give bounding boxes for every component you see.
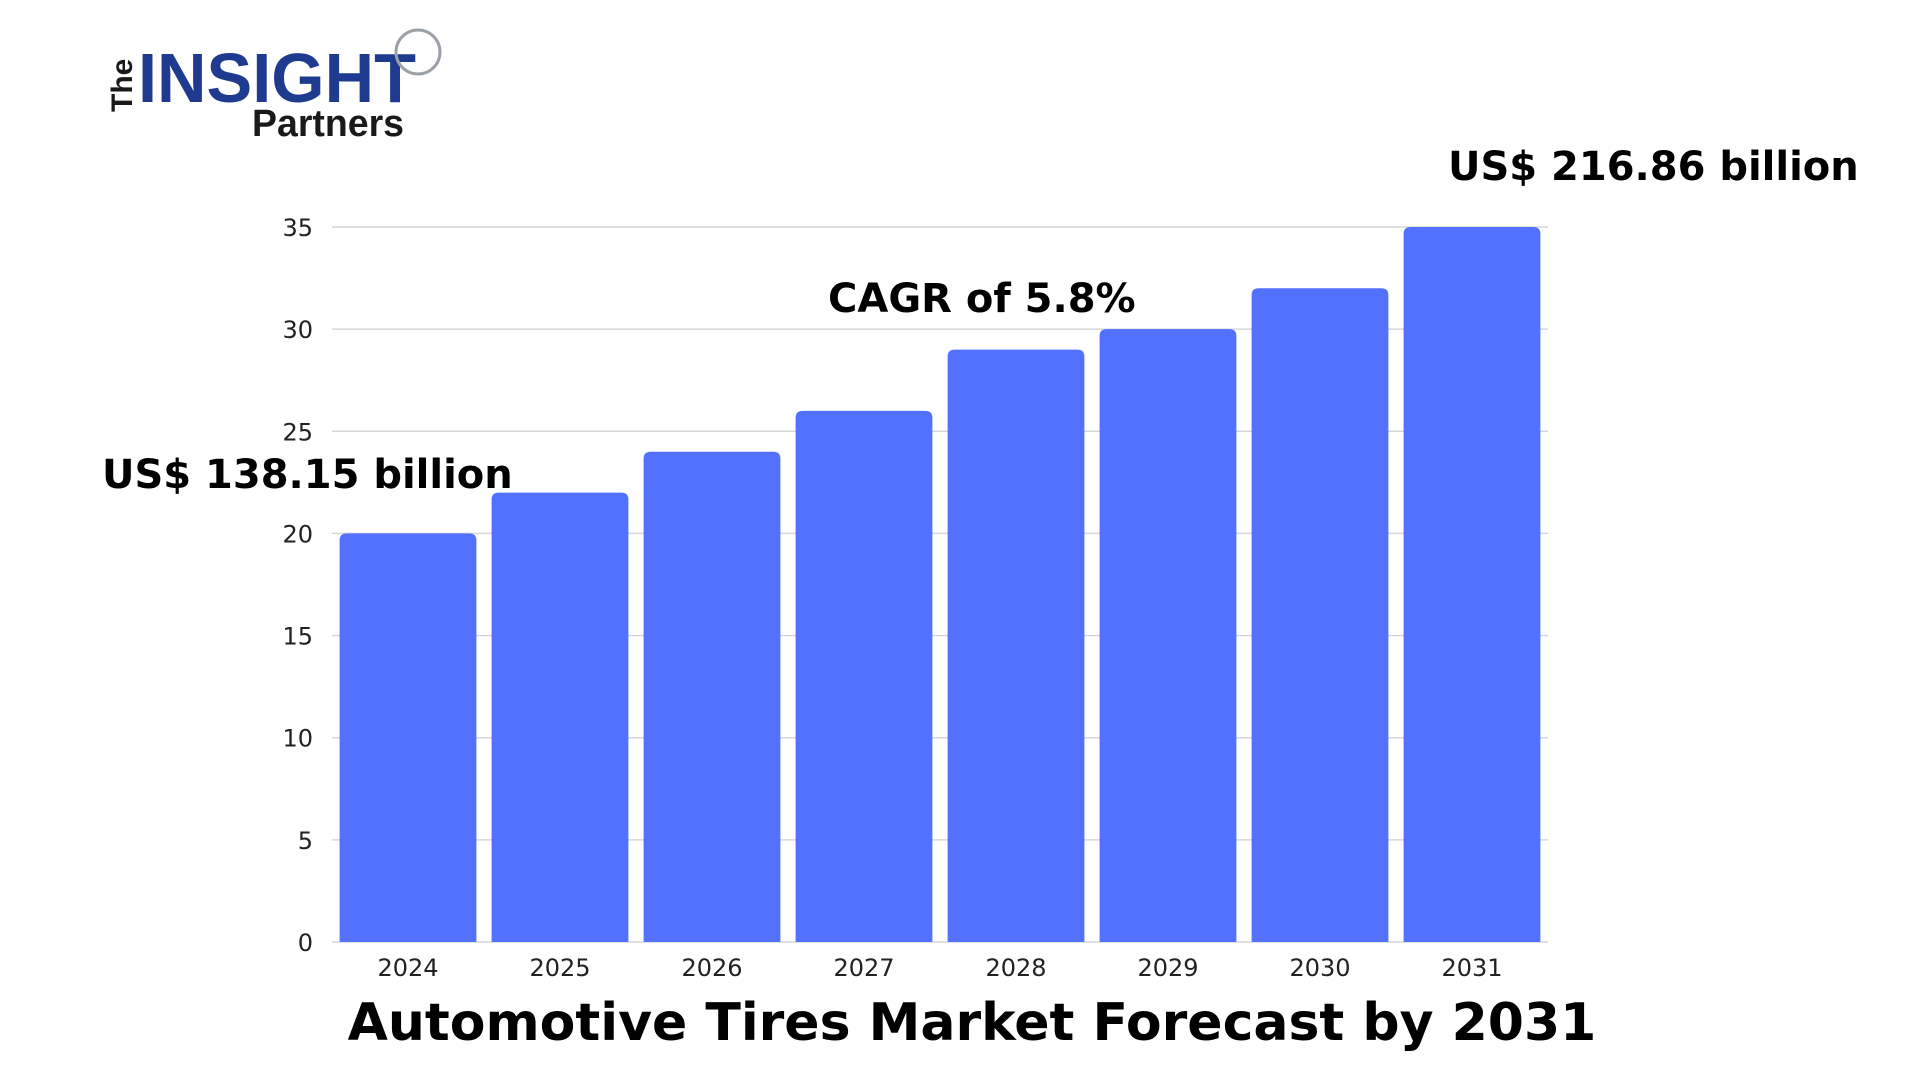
y-tick-label: 15 — [282, 623, 313, 651]
x-tick-label: 2026 — [681, 954, 742, 982]
annotation-start-value: US$ 138.15 billion — [102, 452, 513, 498]
bar-2024 — [339, 533, 477, 942]
x-axis-ticks: 2024 2025 2026 2027 2028 2029 2030 2031 — [377, 954, 1502, 982]
y-tick-label: 25 — [282, 418, 313, 446]
logo-the: The — [106, 59, 139, 112]
insight-partners-logo: The INSIGHT Partners — [106, 28, 442, 145]
logo-partners: Partners — [252, 103, 404, 145]
x-tick-label: 2029 — [1137, 954, 1198, 982]
x-tick-label: 2024 — [377, 954, 438, 982]
y-tick-label: 20 — [282, 520, 313, 548]
y-tick-label: 5 — [298, 827, 313, 855]
x-tick-label: 2028 — [985, 954, 1046, 982]
logo-insight: INSIGHT — [138, 39, 416, 117]
x-tick-label: 2027 — [833, 954, 894, 982]
bar-2027 — [795, 410, 933, 942]
bar-2026 — [643, 451, 781, 942]
y-tick-label: 30 — [282, 316, 313, 344]
bar-2029 — [1099, 329, 1237, 943]
bar-2031 — [1403, 227, 1541, 942]
x-tick-label: 2031 — [1441, 954, 1502, 982]
y-axis-ticks: 0 5 10 15 20 25 30 35 — [282, 214, 313, 957]
logo-magnifier-icon — [394, 28, 442, 76]
annotation-end-value: US$ 216.86 billion — [1448, 144, 1859, 190]
bar-2028 — [947, 349, 1085, 943]
y-tick-label: 0 — [298, 929, 313, 957]
y-tick-label: 35 — [282, 214, 313, 242]
bars — [339, 227, 1541, 943]
y-tick-label: 10 — [282, 725, 313, 753]
x-tick-label: 2025 — [529, 954, 590, 982]
bar-2025 — [491, 492, 629, 942]
annotation-cagr: CAGR of 5.8% — [828, 276, 1136, 322]
chart-title: Automotive Tires Market Forecast by 2031 — [348, 993, 1597, 1053]
bar-2030 — [1251, 288, 1389, 942]
x-tick-label: 2030 — [1289, 954, 1350, 982]
